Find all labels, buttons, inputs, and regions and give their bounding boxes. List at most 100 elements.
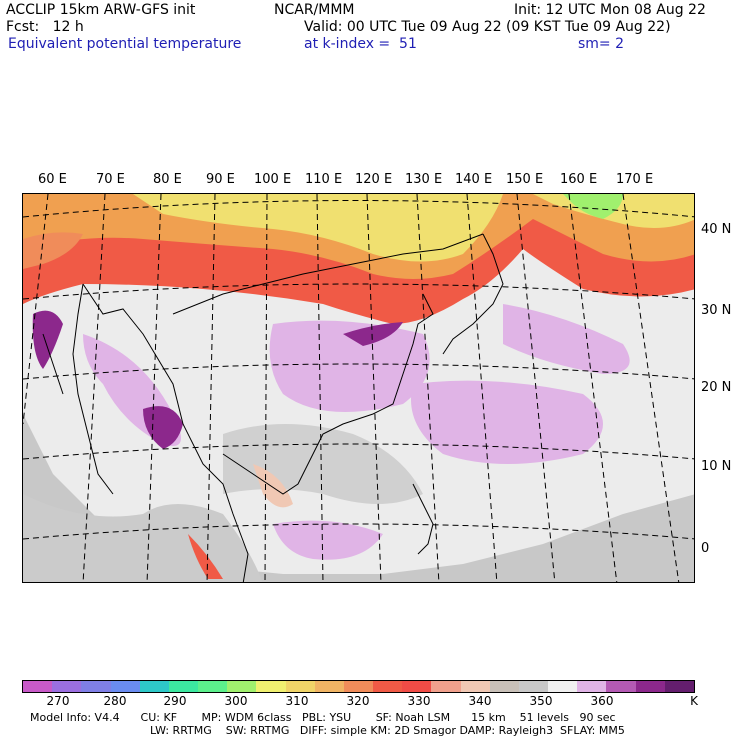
colorbar-swatch xyxy=(402,681,432,692)
colorbar-swatch xyxy=(139,681,169,692)
longitude-line xyxy=(82,194,106,582)
colorbar-tick: 300 xyxy=(224,694,248,708)
lon-label: 150 E xyxy=(506,172,544,187)
border-central-asia xyxy=(172,233,484,315)
purple-east-china-patch xyxy=(343,322,403,346)
colorbar-tick: 340 xyxy=(468,694,492,708)
lon-label: 160 E xyxy=(560,172,598,187)
colorbar-swatch xyxy=(606,681,636,692)
latitude-line-10n xyxy=(23,443,694,460)
smoothing-label: sm= 2 xyxy=(578,36,625,52)
colorbar-swatch xyxy=(664,681,694,692)
longitude-line xyxy=(568,194,618,582)
latitude-line-30n xyxy=(23,283,694,300)
longitude-line xyxy=(416,194,440,582)
colorbar-tick: 320 xyxy=(346,694,370,708)
colorbar-swatch xyxy=(460,681,490,692)
coastline-east-asia xyxy=(222,293,434,495)
forecast-hour: Fcst: 12 h xyxy=(6,19,84,35)
level-label: at k-index = 51 xyxy=(304,36,417,52)
lon-label: 120 E xyxy=(355,172,393,187)
coastline-arabia xyxy=(42,333,64,395)
longitude-line xyxy=(366,194,382,582)
colorbar-tick: 270 xyxy=(46,694,70,708)
lilac-south-region xyxy=(273,520,383,560)
longitude-line xyxy=(23,194,49,425)
coastlines xyxy=(42,233,504,582)
lat-label: 10 N xyxy=(701,459,732,474)
lilac-china-region xyxy=(269,320,430,412)
colorbar xyxy=(22,680,695,693)
lon-label: 60 E xyxy=(38,172,67,187)
colorbar-swatch xyxy=(518,681,549,692)
model-title: ACCLIP 15km ARW-GFS init xyxy=(6,2,196,18)
lat-label: 40 N xyxy=(701,222,732,237)
coastline-japan xyxy=(442,233,504,355)
lon-label: 80 E xyxy=(153,172,182,187)
colorbar-swatch xyxy=(23,681,53,692)
lat-label: 0 xyxy=(701,541,710,556)
colorbar-swatch xyxy=(285,681,315,692)
init-time: Init: 12 UTC Mon 08 Aug 22 xyxy=(514,2,706,18)
colorbar-swatch xyxy=(548,681,578,692)
colorbar-swatch xyxy=(431,681,461,692)
red-sumatra-patch xyxy=(188,534,223,579)
lilac-northwest-pacific xyxy=(503,304,630,374)
map-canvas xyxy=(23,194,694,582)
colorbar-swatch xyxy=(81,681,111,692)
colorbar-swatch xyxy=(314,681,344,692)
colorbar-swatch xyxy=(168,681,199,692)
coastline-india-west xyxy=(72,283,114,495)
coastline-south-asia xyxy=(82,283,249,582)
colorbar-tick: 350 xyxy=(529,694,553,708)
longitude-line xyxy=(206,194,216,582)
longitude-line xyxy=(316,194,324,582)
theta-e-map xyxy=(22,193,695,583)
colorbar-swatch xyxy=(227,681,257,692)
coastline-philippines xyxy=(412,483,434,555)
colorbar-unit: K xyxy=(690,694,698,708)
lilac-pacific-region xyxy=(411,380,603,464)
longitude-line xyxy=(146,194,162,582)
lon-label: 140 E xyxy=(455,172,493,187)
latitude-line-0 xyxy=(23,523,694,540)
colorbar-swatch xyxy=(343,681,374,692)
latitude-line-40n xyxy=(23,200,694,218)
purple-arabian-patch xyxy=(32,310,63,369)
colorbar-tick: 290 xyxy=(163,694,187,708)
peach-indochina-patch xyxy=(253,464,293,508)
colorbar-swatch xyxy=(110,681,140,692)
colorbar-swatch xyxy=(256,681,286,692)
colorbar-tick: 360 xyxy=(590,694,614,708)
colorbar-swatch xyxy=(52,681,82,692)
green-patch xyxy=(563,194,623,219)
longitude-line xyxy=(264,194,268,582)
lon-label: 170 E xyxy=(616,172,654,187)
latitude-line-20n xyxy=(23,363,694,380)
longitude-line xyxy=(622,194,680,582)
colorbar-tick: 280 xyxy=(103,694,127,708)
dashed-latitude-grid xyxy=(23,200,694,540)
dashed-longitude-grid xyxy=(23,194,680,582)
model-info-line1: Model Info: V4.4 CU: KF MP: WDM 6class P… xyxy=(30,711,616,724)
colorbar-swatch xyxy=(373,681,403,692)
colorbar-swatch xyxy=(635,681,665,692)
lat-label: 30 N xyxy=(701,303,732,318)
longitude-line xyxy=(516,194,556,582)
lon-label: 90 E xyxy=(206,172,235,187)
colorbar-tick: 330 xyxy=(407,694,431,708)
field-name: Equivalent potential temperature xyxy=(8,36,242,52)
colorbar-swatch xyxy=(489,681,519,692)
colorbar-swatch xyxy=(577,681,607,692)
longitude-line xyxy=(466,194,498,582)
lon-label: 130 E xyxy=(405,172,443,187)
lat-label: 20 N xyxy=(701,380,732,395)
valid-time: Valid: 00 UTC Tue 09 Aug 22 (09 KST Tue … xyxy=(304,19,671,35)
lon-label: 70 E xyxy=(96,172,125,187)
orange-west-patch xyxy=(23,232,83,269)
colorbar-tick: 310 xyxy=(285,694,309,708)
lon-label: 100 E xyxy=(254,172,292,187)
colorbar-swatch xyxy=(198,681,228,692)
model-info-line2: LW: RRTMG SW: RRTMG DIFF: simple KM: 2D … xyxy=(150,724,625,737)
lon-label: 110 E xyxy=(305,172,343,187)
